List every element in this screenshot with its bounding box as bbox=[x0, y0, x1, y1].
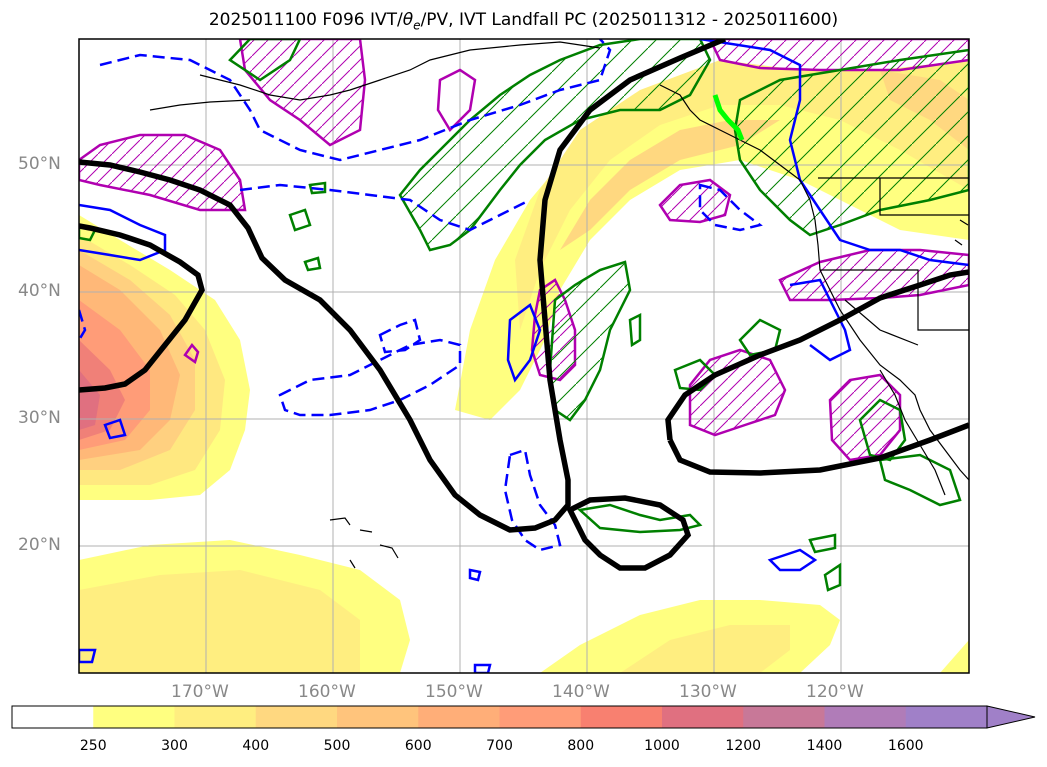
theta-e-region bbox=[288, 208, 312, 232]
theta-e-region bbox=[738, 318, 782, 357]
theta-e-contours bbox=[79, 39, 969, 592]
coastline-us-west bbox=[814, 219, 969, 481]
pv-dashed bbox=[503, 448, 562, 552]
hatch-region bbox=[688, 348, 787, 437]
pv-solid bbox=[468, 568, 482, 582]
coastline-baja bbox=[879, 369, 946, 496]
colorbar-cell bbox=[499, 706, 582, 728]
pv-solid bbox=[473, 663, 492, 673]
colorbar-tick-label: 500 bbox=[323, 738, 351, 754]
pv-solid bbox=[506, 303, 542, 383]
theta-e-region bbox=[303, 256, 322, 272]
pv-solid bbox=[79, 203, 167, 262]
colorbar-tick-label: 1000 bbox=[644, 738, 680, 754]
lon-label: 170°W bbox=[171, 682, 229, 702]
hatched-regions bbox=[79, 39, 969, 462]
pv-dashed bbox=[79, 309, 87, 341]
pc-contours bbox=[79, 39, 969, 571]
pv-dashed bbox=[698, 183, 763, 232]
lon-label: 130°W bbox=[679, 682, 737, 702]
hatch-region bbox=[238, 39, 367, 147]
colorbar bbox=[11, 705, 1036, 729]
pv-dashed bbox=[239, 183, 531, 232]
colorbar-cell bbox=[337, 706, 419, 728]
colorbar-tick-label: 600 bbox=[404, 738, 432, 754]
colorbar-cell bbox=[12, 706, 94, 728]
landfall-marker bbox=[712, 94, 745, 141]
pv-solid bbox=[79, 648, 97, 664]
lon-label: 120°W bbox=[806, 682, 864, 702]
hatch-region bbox=[828, 373, 902, 462]
coastline-hawaii bbox=[329, 517, 399, 569]
pv-contours bbox=[79, 39, 969, 673]
lon-label: 150°W bbox=[425, 682, 483, 702]
ivt-area-south bbox=[79, 570, 360, 673]
coastline-alaska bbox=[199, 41, 601, 101]
theta-e-region bbox=[878, 453, 962, 507]
colorbar-frame bbox=[11, 705, 988, 729]
lon-label: 140°W bbox=[552, 682, 610, 702]
colorbar-cell bbox=[905, 706, 988, 728]
ivt-area-west bbox=[79, 370, 100, 430]
lon-label: 160°W bbox=[298, 682, 356, 702]
pc-contour bbox=[79, 223, 205, 393]
map-frame bbox=[78, 38, 970, 674]
pc-contour bbox=[667, 422, 969, 476]
theta-e-region bbox=[808, 533, 837, 554]
pv-solid bbox=[789, 278, 852, 362]
colorbar-cell bbox=[255, 706, 338, 728]
theta-e-region bbox=[398, 39, 712, 252]
hatch-region bbox=[436, 68, 477, 133]
state-border bbox=[820, 269, 969, 331]
colorbar-cell bbox=[174, 706, 257, 728]
colorbar-tick-label: 800 bbox=[567, 738, 595, 754]
colorbar-cell bbox=[418, 706, 500, 728]
coastline-island bbox=[954, 219, 969, 246]
colorbar-tick-label: 700 bbox=[486, 738, 513, 754]
colorbar-cell bbox=[580, 706, 663, 728]
lat-label: 50°N bbox=[18, 154, 61, 174]
colorbar-tick-label: 400 bbox=[242, 738, 270, 754]
pv-solid bbox=[103, 418, 127, 440]
pc-contour bbox=[665, 269, 969, 441]
pv-dashed bbox=[99, 39, 612, 162]
colorbar-tick-label: 250 bbox=[79, 738, 107, 754]
map-title: 2025011100 F096 IVT/θe/PV, IVT Landfall … bbox=[208, 10, 839, 33]
state-border bbox=[879, 178, 969, 216]
colorbar-tick-label: 1400 bbox=[806, 738, 843, 754]
ivt-area-south bbox=[940, 640, 969, 673]
state-border bbox=[844, 299, 919, 346]
hatch-region bbox=[658, 178, 732, 224]
colorbar-tick-label: 1200 bbox=[725, 738, 762, 754]
colorbar-cell bbox=[662, 706, 744, 728]
hatch-region bbox=[778, 248, 969, 302]
colorbar-extend-arrow bbox=[986, 705, 1036, 729]
theta-e-region bbox=[577, 503, 703, 534]
lat-label: 20°N bbox=[18, 535, 61, 555]
coastline-aleutians bbox=[149, 99, 251, 111]
theta-e-region bbox=[308, 181, 327, 195]
theta-e-region bbox=[858, 398, 907, 462]
hatch-region bbox=[183, 342, 200, 365]
colorbar-tick-label: 300 bbox=[161, 738, 188, 754]
pv-solid bbox=[767, 548, 818, 572]
pc-contour bbox=[79, 39, 727, 533]
colorbar-cell bbox=[93, 706, 175, 728]
lat-label: 40°N bbox=[18, 281, 61, 301]
colorbar-cell bbox=[743, 706, 825, 728]
pc-contour bbox=[566, 495, 692, 571]
theta-e-region bbox=[823, 562, 842, 592]
theta-e-region bbox=[228, 39, 302, 82]
theta-e-region bbox=[628, 312, 642, 348]
pv-dashed bbox=[378, 318, 422, 354]
pv-solid bbox=[699, 39, 969, 267]
colorbar-cell bbox=[824, 706, 907, 728]
colorbar-tick-label: 1600 bbox=[887, 738, 924, 754]
ivt-area-south bbox=[620, 625, 790, 673]
lat-label: 30°N bbox=[18, 408, 61, 428]
